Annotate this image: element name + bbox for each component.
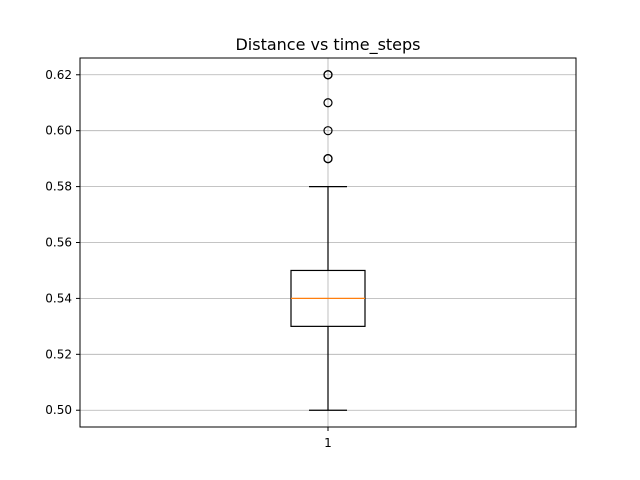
y-axis: 0.50 0.52 0.54 0.56 0.58 0.60 0.62: [45, 68, 80, 417]
y-tick-label: 0.60: [45, 124, 72, 138]
outlier-point: [323, 70, 333, 80]
outlier-point: [323, 98, 333, 108]
plot-area: [290, 70, 366, 411]
y-tick-label: 0.54: [45, 291, 72, 305]
y-tick-label: 0.56: [45, 236, 72, 250]
chart-title: Distance vs time_steps: [235, 35, 420, 55]
x-axis: 1: [324, 427, 332, 450]
outlier-point: [323, 126, 333, 136]
y-tick-label: 0.58: [45, 180, 72, 194]
y-tick-label: 0.52: [45, 347, 72, 361]
y-tick-label: 0.62: [45, 68, 72, 82]
outlier-point: [323, 154, 333, 164]
y-tick-label: 0.50: [45, 403, 72, 417]
x-tick-label: 1: [324, 436, 332, 450]
